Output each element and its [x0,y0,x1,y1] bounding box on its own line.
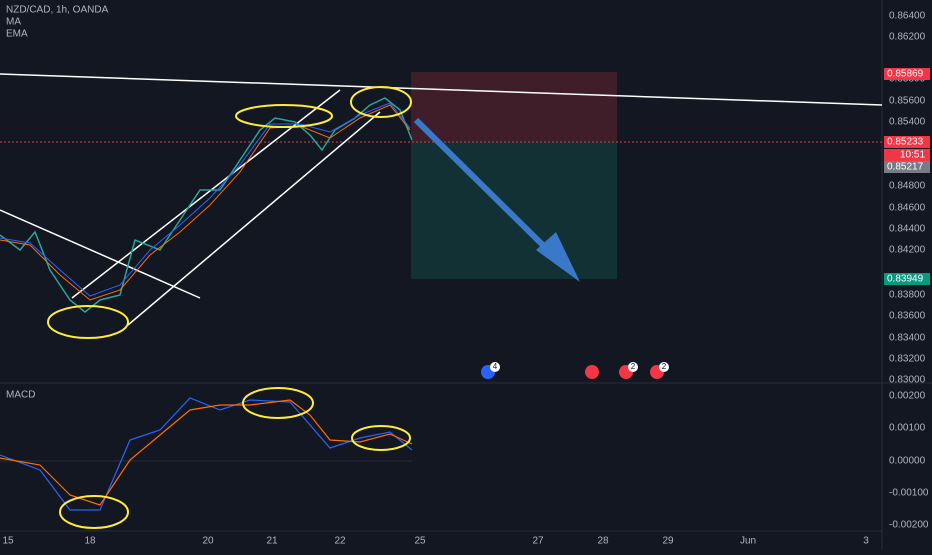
price-label: 0.83400 [889,333,926,344]
arrow-shaft [413,117,563,265]
price-tag [884,68,930,80]
highlight [242,387,314,419]
badge-count: 4 [493,362,498,371]
price-label: 0.83800 [889,290,926,301]
macd-label: -0.00200 [889,520,929,531]
badge-count: 2 [631,362,636,371]
badge-count: 2 [662,362,667,371]
price-label: 0.86200 [889,32,926,43]
channel-top [71,89,341,299]
highlight [350,86,412,118]
macd-label: -0.00100 [889,488,929,499]
event-icon[interactable] [585,365,599,379]
date-label: 22 [334,536,346,547]
price-tag [884,273,930,285]
indicator: EMA [6,29,28,40]
date-label: 18 [84,536,96,547]
price-tag-label: 10:51 [900,150,925,161]
highlight [235,104,333,128]
date-label: Jun [740,536,756,547]
date-label: 28 [597,536,609,547]
date-label: 27 [532,536,544,547]
date-label: 3 [863,536,869,547]
arrow-head [536,232,580,282]
price-tag-label: 0.83949 [887,274,924,285]
price-label: 0.83600 [889,311,926,322]
channel-bottom [127,111,381,326]
resistance-line [0,73,883,106]
macd-label: 0.00200 [889,391,926,402]
trend-line [0,209,201,299]
price-tag-label: 0.85233 [887,137,924,148]
price-label: 0.84400 [889,224,926,235]
badge [628,362,638,372]
price-label: 0.83200 [889,354,926,365]
stop-zone [411,72,617,142]
symbol: NZD/CAD, 1h, OANDA [6,5,109,16]
date-label: 25 [414,536,426,547]
ma-line [0,104,411,301]
date-label: 21 [266,536,278,547]
indicator: MA [6,17,21,28]
highlight [59,495,129,529]
price-label: 0.85600 [889,96,926,107]
badge [659,362,669,372]
target-zone [411,142,617,279]
ema-line [0,102,411,297]
price-label: 0.84600 [889,203,926,214]
price-label: 0.84200 [889,245,926,256]
price-tag-label: 0.85217 [887,162,924,173]
date-label: 15 [2,536,14,547]
price-tag [884,161,930,173]
price-label: 0.83000 [889,375,926,386]
price-tag [884,136,930,148]
macd-label: 0.00000 [889,456,926,467]
highlight [351,425,411,451]
highlight [47,305,129,339]
date-label: 20 [202,536,214,547]
price-label: 0.85400 [889,117,926,128]
price-label: 0.86400 [889,11,926,22]
badge [490,362,500,372]
date-label: 29 [662,536,674,547]
price-tag [884,149,930,161]
price-label: 0.84800 [889,181,926,192]
macd-title: MACD [6,390,35,401]
price-tag-label: 0.85869 [887,69,924,80]
macd-label: 0.00100 [889,423,926,434]
